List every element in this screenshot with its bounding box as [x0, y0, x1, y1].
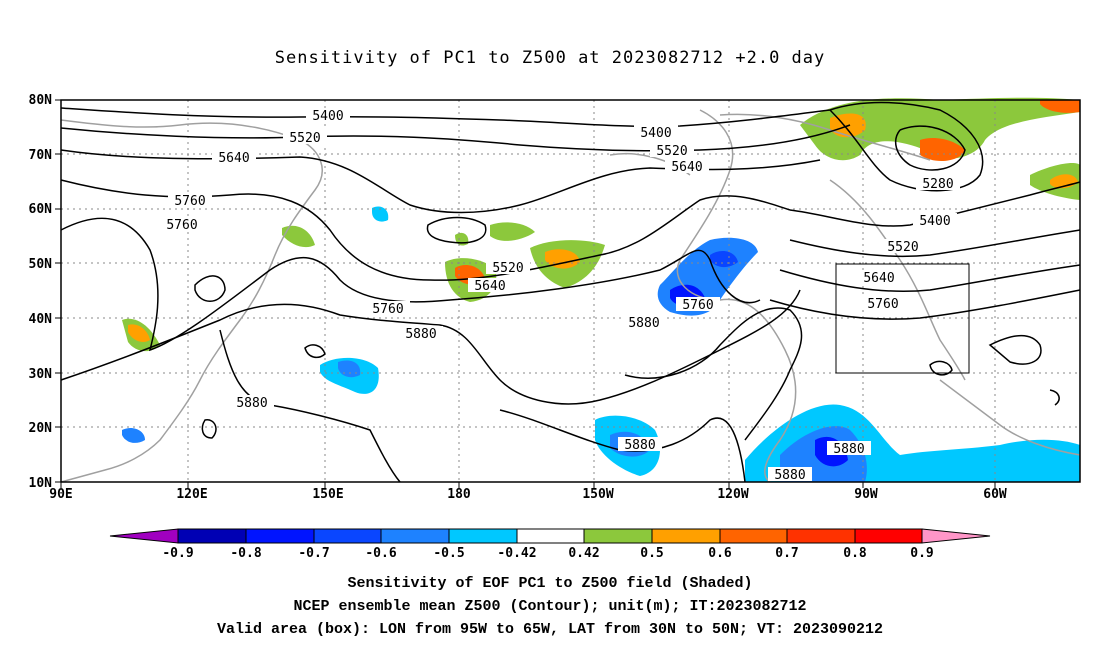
lon-label: 90W — [854, 487, 878, 502]
contour-label: 5760 — [867, 297, 898, 312]
lat-tickmarks — [55, 99, 996, 488]
contour-label: 5880 — [236, 396, 267, 411]
colorbar-label: -0.5 — [433, 546, 464, 561]
lat-label: 50N — [29, 257, 53, 272]
contour-label: 5880 — [405, 327, 436, 342]
colorbar-label: 0.6 — [708, 546, 732, 561]
coastlines — [60, 109, 1081, 483]
map-frame — [60, 99, 1081, 483]
colorbar-label: -0.7 — [298, 546, 329, 561]
colorbar-label: 0.8 — [843, 546, 867, 561]
contour-label: 5880 — [774, 468, 805, 483]
colorbar-swatch — [719, 528, 788, 544]
colorbar-swatch — [921, 528, 991, 544]
colorbar-swatch — [245, 528, 315, 544]
contour-label: 5520 — [887, 240, 918, 255]
colorbar — [109, 528, 991, 544]
colorbar-swatch — [448, 528, 518, 544]
lon-label: 120E — [176, 487, 207, 502]
colorbar-swatch — [313, 528, 382, 544]
colorbar-swatch — [109, 528, 179, 544]
contour-label-group: 5400 5520 5640 5760 5760 5880 5880 5400 … — [160, 108, 960, 483]
contour-label: 5880 — [628, 316, 659, 331]
colorbar-swatch — [380, 528, 450, 544]
valid-area-box — [835, 263, 970, 374]
lat-label: 30N — [29, 367, 53, 382]
lon-label: 150E — [312, 487, 343, 502]
lon-label: 180 — [447, 487, 471, 502]
contour-labels: 5400 5520 5640 5760 5760 5880 5880 5400 … — [160, 108, 960, 483]
contour-label: 5280 — [922, 177, 953, 192]
colorbar-label: -0.8 — [230, 546, 261, 561]
lon-label: 90E — [49, 487, 72, 502]
lat-label: 70N — [29, 148, 53, 163]
contour-label: 5640 — [218, 151, 249, 166]
lat-axis: 80N 70N 60N 50N 40N 30N 20N 10N — [29, 93, 53, 491]
colorbar-label: -0.6 — [365, 546, 396, 561]
lat-label: 10N — [29, 476, 53, 491]
shaded-sensitivity — [122, 97, 1080, 482]
colorbar-swatch — [854, 528, 923, 544]
contour-label: 5520 — [656, 144, 687, 159]
lat-label: 60N — [29, 202, 53, 217]
lon-label: 150W — [582, 487, 613, 502]
contour-label: 5760 — [682, 298, 713, 313]
caption-shaded: Sensitivity of EOF PC1 to Z500 field (Sh… — [347, 575, 753, 592]
contour-label: 5520 — [289, 131, 320, 146]
contour-label: 5640 — [474, 279, 505, 294]
map-title: Sensitivity of PC1 to Z500 at 2023082712… — [274, 48, 826, 68]
contour-label: 5760 — [166, 218, 197, 233]
colorbar-swatch — [786, 528, 856, 544]
colorbar-label: -0.9 — [162, 546, 193, 561]
lon-label: 120W — [717, 487, 748, 502]
colorbar-swatch — [177, 528, 247, 544]
colorbar-labels: -0.9 -0.8 -0.7 -0.6 -0.5 -0.42 0.42 0.5 … — [162, 546, 933, 561]
colorbar-swatch — [516, 528, 585, 544]
contour-label: 5400 — [640, 126, 671, 141]
colorbar-label: -0.42 — [497, 546, 536, 561]
colorbar-label: 0.42 — [568, 546, 599, 561]
contour-label: 5880 — [833, 442, 864, 457]
contour-label: 5760 — [174, 194, 205, 209]
contour-label: 5400 — [919, 214, 950, 229]
colorbar-swatch — [583, 528, 653, 544]
z500-contours — [60, 101, 1081, 483]
lon-axis: 90E 120E 150E 180 150W 120W 90W 60W — [49, 487, 1007, 502]
colorbar-label: 0.5 — [640, 546, 663, 561]
contour-label: 5520 — [492, 261, 523, 276]
lat-label: 20N — [29, 421, 53, 436]
contour-label: 5760 — [372, 302, 403, 317]
caption-valid-area: Valid area (box): LON from 95W to 65W, L… — [216, 621, 884, 638]
lat-label: 40N — [29, 312, 53, 327]
lat-label: 80N — [29, 93, 53, 108]
contour-label: 5400 — [312, 109, 343, 124]
colorbar-swatch — [651, 528, 721, 544]
colorbar-label: 0.7 — [775, 546, 798, 561]
contour-label: 5640 — [671, 160, 702, 175]
lon-label: 60W — [983, 487, 1007, 502]
contour-label: 5880 — [624, 438, 655, 453]
caption-contour: NCEP ensemble mean Z500 (Contour); unit(… — [293, 598, 807, 615]
colorbar-label: 0.9 — [910, 546, 933, 561]
contour-label: 5640 — [863, 271, 894, 286]
